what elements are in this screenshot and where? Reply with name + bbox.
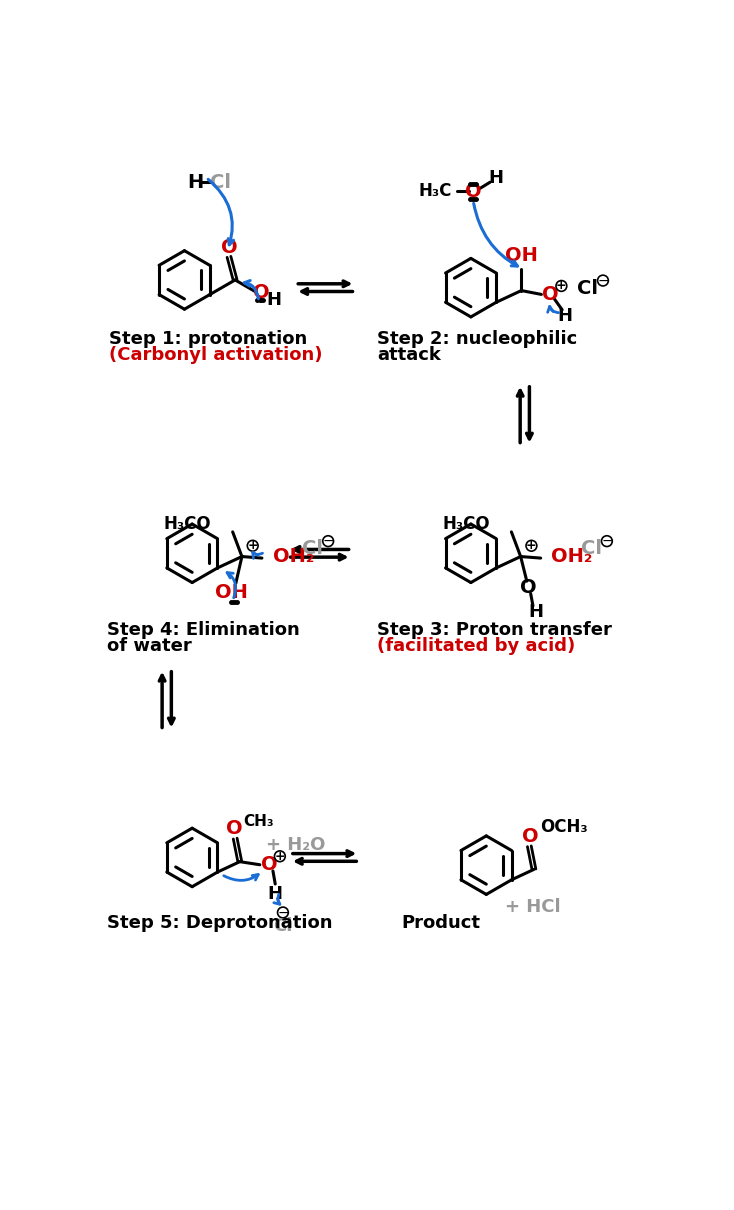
- Text: H₃CO: H₃CO: [164, 515, 211, 534]
- Text: H: H: [528, 603, 544, 621]
- Text: O: O: [465, 182, 482, 201]
- Text: O: O: [221, 238, 237, 257]
- Text: OH: OH: [505, 247, 538, 265]
- Text: Cl: Cl: [577, 278, 598, 298]
- Text: H: H: [266, 290, 281, 309]
- Text: O: O: [520, 578, 537, 597]
- Text: H₃CO: H₃CO: [442, 515, 490, 534]
- Text: OH: OH: [216, 583, 248, 603]
- Text: O: O: [261, 855, 277, 875]
- Text: O: O: [522, 826, 539, 846]
- Text: + H₂O: + H₂O: [266, 836, 325, 854]
- Text: +: +: [275, 849, 286, 863]
- Text: O: O: [226, 819, 243, 839]
- Text: of water: of water: [107, 636, 192, 655]
- Text: O: O: [542, 284, 559, 304]
- Text: H₃C: H₃C: [418, 183, 451, 201]
- Text: −: −: [601, 534, 613, 548]
- Text: OH₂: OH₂: [273, 547, 314, 566]
- Text: OH₂: OH₂: [551, 547, 593, 566]
- Text: Cl: Cl: [273, 917, 293, 935]
- Text: −: −: [322, 534, 334, 548]
- Text: OCH₃: OCH₃: [540, 818, 588, 836]
- Text: Cl: Cl: [302, 540, 323, 558]
- Text: Step 4: Elimination: Step 4: Elimination: [107, 621, 300, 639]
- Text: H: H: [187, 173, 203, 191]
- Text: Step 3: Proton transfer: Step 3: Proton transfer: [377, 621, 612, 639]
- Text: + HCl: + HCl: [505, 899, 560, 916]
- Text: Cl: Cl: [210, 173, 231, 191]
- Text: −: −: [597, 273, 608, 288]
- Text: (facilitated by acid): (facilitated by acid): [377, 636, 575, 655]
- Text: Step 1: protonation: Step 1: protonation: [109, 330, 308, 348]
- Text: Cl: Cl: [581, 540, 602, 558]
- Text: Step 2: nucleophilic: Step 2: nucleophilic: [377, 330, 577, 348]
- Text: Step 5: Deprotonation: Step 5: Deprotonation: [107, 914, 333, 932]
- Text: H: H: [557, 307, 572, 325]
- Text: Product: Product: [401, 914, 481, 932]
- Text: +: +: [247, 540, 258, 552]
- Text: H: H: [268, 885, 283, 903]
- Text: +: +: [526, 540, 537, 552]
- Text: +: +: [556, 280, 567, 293]
- Text: −: −: [277, 905, 288, 920]
- Text: O: O: [252, 283, 269, 301]
- Text: CH₃: CH₃: [244, 814, 275, 829]
- Text: attack: attack: [377, 346, 441, 364]
- Text: H: H: [489, 168, 504, 186]
- Text: (Carbonyl activation): (Carbonyl activation): [109, 346, 322, 364]
